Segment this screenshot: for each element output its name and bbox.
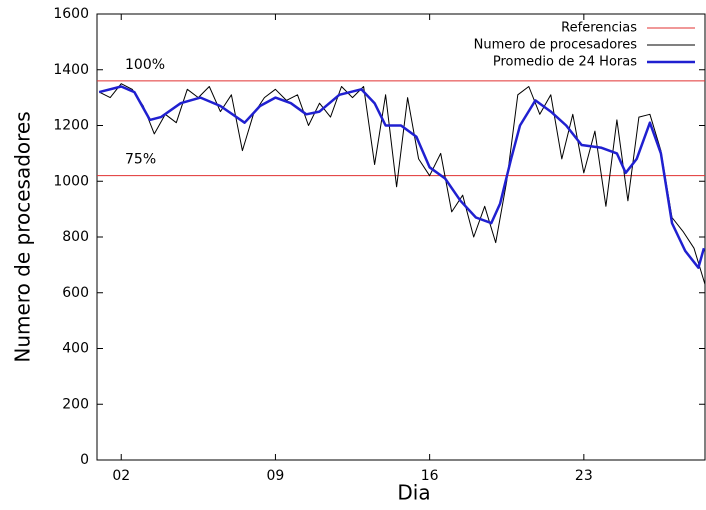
legend-label: Numero de procesadores — [474, 38, 638, 53]
legend-label: Promedio de 24 Horas — [493, 55, 637, 70]
y-tick-label: 200 — [62, 396, 89, 412]
reference-label: 75% — [125, 152, 156, 168]
y-tick-label: 400 — [62, 341, 89, 357]
legend-label: Referencias — [561, 21, 637, 36]
reference-label: 100% — [125, 57, 165, 73]
y-tick-label: 600 — [62, 285, 89, 301]
y-tick-label: 1600 — [53, 6, 89, 22]
y-tick-label: 0 — [80, 452, 89, 468]
y-axis-label: Numero de procesadores — [11, 111, 35, 362]
x-tick-label: 23 — [575, 468, 593, 484]
x-axis-label: Dia — [397, 481, 430, 505]
data-line — [98, 85, 706, 269]
y-tick-label: 800 — [62, 229, 89, 245]
x-tick-label: 09 — [267, 468, 285, 484]
x-tick-label: 16 — [421, 468, 439, 484]
data-line — [98, 83, 706, 285]
x-tick-label: 02 — [112, 468, 130, 484]
y-tick-label: 1400 — [53, 62, 89, 78]
y-tick-label: 1000 — [53, 173, 89, 189]
y-tick-label: 1200 — [53, 118, 89, 134]
